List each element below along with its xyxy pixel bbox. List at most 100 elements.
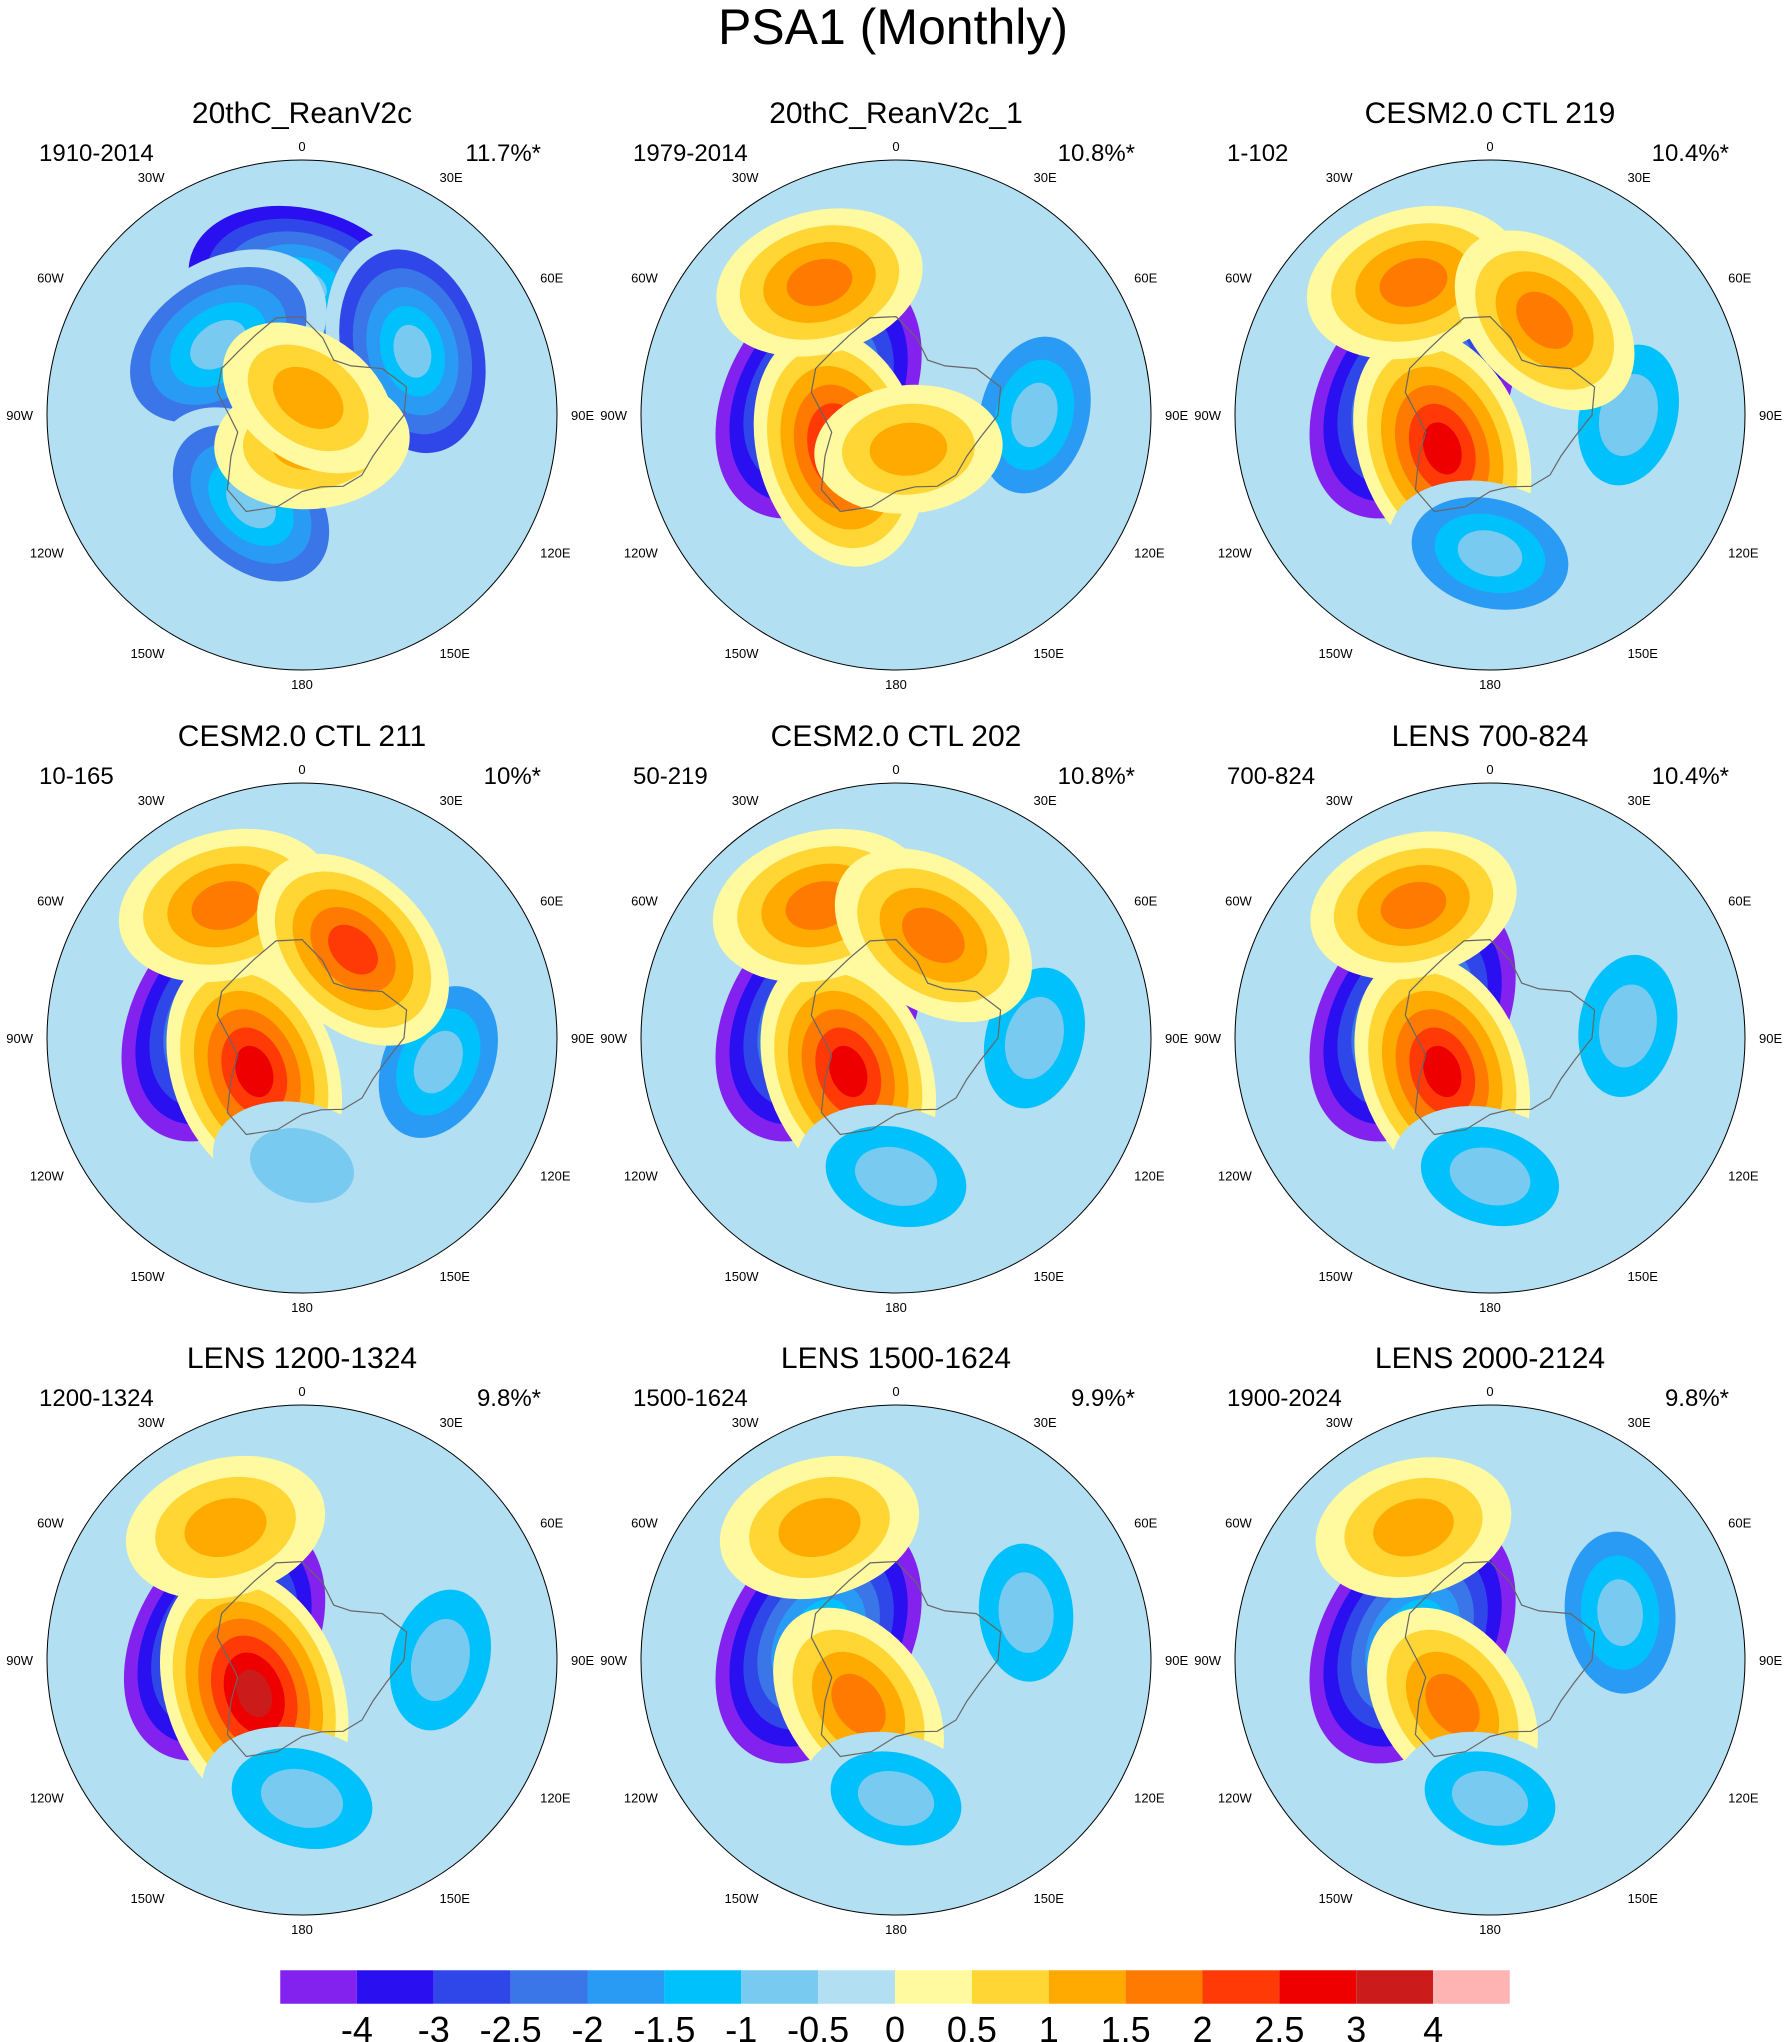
- longitude-label: 0: [892, 762, 899, 777]
- contour-level: [1516, 291, 1574, 349]
- panel-variance: 9.8%*: [477, 1385, 541, 1412]
- colorbar-swatch: [356, 1970, 434, 2004]
- contour-level: [1457, 530, 1523, 577]
- longitude-label: 60W: [37, 271, 64, 286]
- coastline: [1404, 1560, 1596, 1758]
- contour-level: [1423, 1045, 1462, 1098]
- longitude-label: 90E: [1759, 408, 1782, 423]
- longitude-label: 90E: [571, 408, 594, 423]
- anomaly-center: [1306, 205, 1521, 360]
- longitude-label: 30W: [1326, 793, 1353, 808]
- longitude-label: 30E: [440, 1415, 463, 1430]
- longitude-label: 90W: [600, 1031, 627, 1046]
- panel-title: CESM2.0 CTL 211: [178, 720, 426, 753]
- contour-level: [410, 1618, 470, 1702]
- longitude-label: 150E: [1034, 1269, 1065, 1284]
- contour-level: [260, 1768, 344, 1828]
- coastline: [810, 938, 1002, 1136]
- longitude-label: 90E: [1165, 1653, 1188, 1668]
- colorbar-label: -1.5: [633, 2009, 695, 2042]
- longitude-label: 90W: [6, 1653, 33, 1668]
- map-boundary: [640, 159, 1152, 671]
- longitude-label: 30W: [732, 170, 759, 185]
- longitude-label: 90W: [1194, 1031, 1221, 1046]
- map-boundary: [1234, 782, 1746, 1294]
- map-boundary: [46, 782, 558, 1294]
- panel-title: 20thC_ReanV2c: [192, 97, 412, 130]
- longitude-label: 90E: [571, 1653, 594, 1668]
- longitude-label: 90W: [600, 1653, 627, 1668]
- contour-level: [1004, 996, 1064, 1080]
- panel-variance: 10.4%*: [1652, 140, 1729, 167]
- colorbar-swatch: [1125, 1970, 1203, 2004]
- panel-variance: 11.7%*: [465, 140, 541, 167]
- longitude-label: 60E: [540, 271, 563, 286]
- panel-title: CESM2.0 CTL 219: [1365, 97, 1616, 130]
- longitude-label: 90W: [6, 1031, 33, 1046]
- panel-period: 50-219: [633, 763, 708, 790]
- colorbar-label: -2.5: [480, 2009, 542, 2042]
- colorbar-label: 1.5: [1101, 2009, 1151, 2042]
- longitude-label: 150W: [1319, 646, 1354, 661]
- longitude-label: 30E: [1628, 170, 1651, 185]
- coastline: [810, 1560, 1002, 1758]
- panel-title: 20thC_ReanV2c_1: [769, 97, 1023, 130]
- contour-level: [1379, 258, 1448, 307]
- contour-level: [1425, 1673, 1480, 1736]
- longitude-label: 60E: [540, 894, 563, 909]
- contour-level: [778, 1497, 861, 1558]
- anomaly-center: [1388, 480, 1592, 627]
- longitude-label: 90W: [1194, 1653, 1221, 1668]
- longitude-label: 150E: [1628, 1269, 1659, 1284]
- longitude-label: 60W: [37, 1516, 64, 1531]
- longitude-label: 120W: [1218, 1169, 1253, 1184]
- colorbar-label: 4: [1423, 2009, 1443, 2042]
- longitude-label: 120E: [1134, 1791, 1165, 1806]
- longitude-label: 150W: [131, 1269, 166, 1284]
- panel-grid: 0 30E 60E 90E 120E 150E 180 150W 120W 90W 60W 30W 20…: [6, 97, 1782, 1937]
- contour-level: [869, 422, 948, 476]
- map-panel: 0 30E 60E 90E 120E 150E 180 150W 120W 90W 60W 30W 20…: [600, 97, 1188, 692]
- map-panel: 0 30E 60E 90E 120E 150E 180 150W 120W 90W 60W 30W CE…: [6, 720, 594, 1315]
- coastline: [1404, 315, 1596, 513]
- longitude-label: 60W: [631, 1516, 658, 1531]
- longitude-label: 150E: [440, 1269, 471, 1284]
- map-boundary: [640, 782, 1152, 1294]
- coastline: [1404, 938, 1596, 1136]
- map-boundary: [46, 1404, 558, 1916]
- colorbar-swatch: [895, 1970, 972, 2004]
- contour-fields: [701, 828, 1107, 1249]
- anomaly-center: [796, 1104, 996, 1249]
- contour-level: [829, 1045, 868, 1098]
- anomaly-center: [716, 208, 923, 357]
- panel-period: 1200-1324: [39, 1385, 154, 1412]
- figure-title: PSA1 (Monthly): [718, 0, 1068, 55]
- contour-level: [235, 1045, 274, 1098]
- panel-title: CESM2.0 CTL 202: [771, 720, 1022, 753]
- longitude-label: 150E: [1628, 1891, 1659, 1906]
- longitude-label: 30E: [440, 170, 463, 185]
- anomaly-center: [773, 1607, 944, 1802]
- longitude-label: 180: [291, 1922, 313, 1937]
- longitude-label: 60E: [540, 1516, 563, 1531]
- contour-level: [1380, 881, 1447, 930]
- colorbar-swatch: [587, 1970, 665, 2004]
- map-boundary: [640, 1404, 1152, 1916]
- longitude-label: 120E: [540, 546, 571, 561]
- colorbar-swatch: [1048, 1970, 1126, 2004]
- contour-level: [250, 1128, 354, 1203]
- anomaly-center: [814, 384, 1003, 514]
- anomaly-center: [368, 1560, 513, 1760]
- longitude-label: 150W: [131, 1891, 166, 1906]
- longitude-label: 90E: [1759, 1031, 1782, 1046]
- longitude-label: 150W: [1319, 1891, 1354, 1906]
- longitude-label: 120W: [30, 546, 65, 561]
- colorbar-swatch: [1433, 1970, 1510, 2004]
- longitude-label: 150E: [1034, 1891, 1065, 1906]
- longitude-label: 60E: [1728, 271, 1751, 286]
- panel-variance: 10%*: [484, 763, 541, 790]
- longitude-label: 60E: [1728, 894, 1751, 909]
- map-boundary: [1234, 1404, 1746, 1916]
- panel-variance: 9.8%*: [1665, 1385, 1729, 1412]
- contour-level: [1451, 1771, 1529, 1826]
